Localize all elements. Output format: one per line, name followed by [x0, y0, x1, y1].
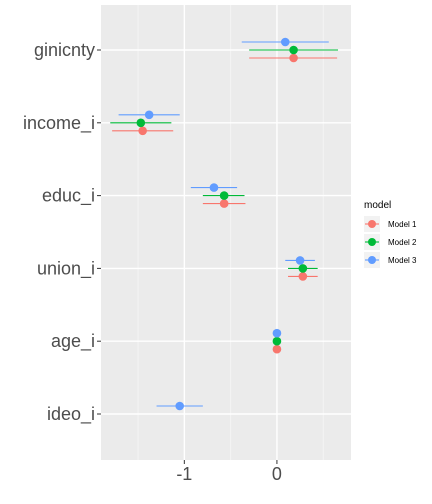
y-tick-label: age_i: [51, 331, 95, 352]
y-tick-label: educ_i: [42, 186, 95, 207]
legend-key-point: [368, 238, 376, 246]
point-estimate: [272, 328, 282, 338]
point-estimate: [272, 336, 282, 346]
y-tick-label: union_i: [37, 258, 95, 279]
point-estimate: [138, 126, 147, 136]
y-tick-label: income_i: [23, 113, 95, 134]
legend-label: Model 2: [388, 238, 417, 247]
panel-background: [101, 5, 351, 460]
point-estimate: [136, 118, 146, 128]
point-estimate: [219, 199, 229, 208]
y-tick-label: ideo_i: [47, 404, 95, 425]
x-tick-label: -1: [176, 464, 192, 484]
point-estimate: [280, 37, 290, 47]
point-estimate: [289, 53, 298, 63]
legend-label: Model 3: [388, 256, 417, 265]
legend-key-point: [368, 220, 376, 228]
legend-key-point: [368, 256, 376, 264]
plot-marks: [110, 37, 339, 411]
legend-title: model: [364, 200, 391, 211]
point-estimate: [298, 272, 308, 281]
point-estimate: [295, 256, 305, 265]
point-estimate: [144, 110, 154, 120]
legend: model Model 1 Model 2 Model 3: [364, 200, 417, 268]
x-tick-label: 0: [272, 464, 282, 484]
point-estimate: [219, 191, 229, 200]
minor-gridlines: [137, 5, 324, 460]
y-axis: ideo_i age_i union_i educ_i income_i ginicnty: [23, 40, 101, 425]
point-estimate: [298, 264, 308, 273]
legend-label: Model 1: [388, 220, 417, 229]
x-axis: -1 0: [176, 460, 282, 484]
y-tick-label: ginicnty: [34, 40, 95, 60]
point-estimate: [272, 344, 282, 354]
point-estimate: [175, 401, 185, 411]
point-estimate: [209, 183, 219, 192]
point-estimate: [289, 45, 298, 55]
